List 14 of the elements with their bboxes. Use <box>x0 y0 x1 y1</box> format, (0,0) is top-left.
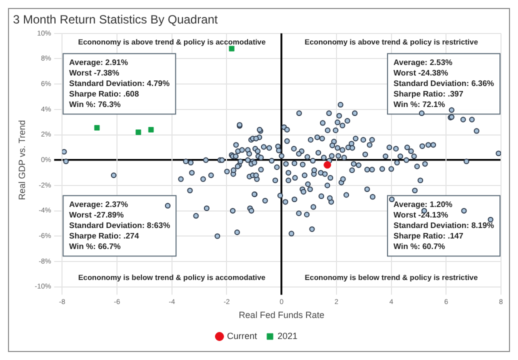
annotation: Average: 2.91% Worst -7.38% Standard Deviation: 4.79% Sharpe Ratio: .608 Win %: 76.3% <box>69 58 170 109</box>
point <box>136 130 142 135</box>
point <box>324 161 332 169</box>
point <box>94 125 100 131</box>
annotation: Average: 2.53% Worst -24.38% Standard Deviation: 6.36% Sharpe Ratio: .397 Win %: 72.1% <box>394 58 494 109</box>
annotation: Average: 1.20% Worst -24.13% Standard Deviation: 8.19% Sharpe Ratio: .147 Win %: 60.7% <box>394 200 494 251</box>
annotation: Average: 2.37% Worst -27.89% Standard Deviation: 8:63% Sharpe Ratio: .274 Win %: 66.7% <box>69 200 170 251</box>
legend-label: 2021 <box>277 330 298 341</box>
point <box>148 126 154 132</box>
legend-label: Current <box>226 330 258 341</box>
x-axis-title: Real Fed Funds Rate <box>238 310 324 320</box>
point <box>228 46 234 52</box>
chart-title: 3 Month Return Statistics By Quadrant <box>13 12 218 27</box>
y-axis-title: Real GDP vs. Trend <box>16 120 27 200</box>
